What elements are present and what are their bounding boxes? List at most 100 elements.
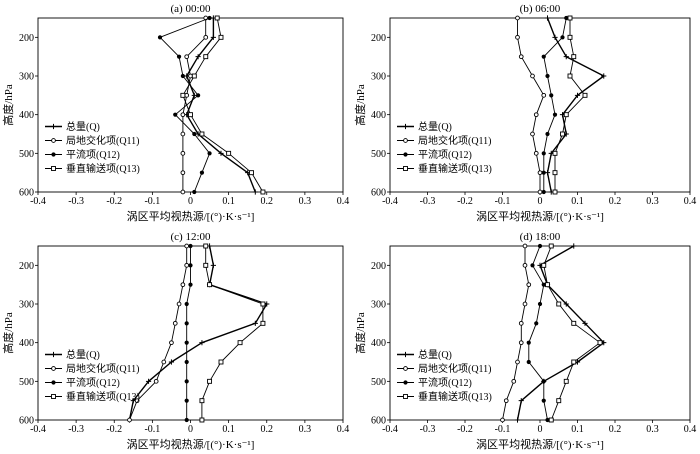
vertical-transport-q13-point [203, 54, 209, 60]
x-tick-label: -0.4 [382, 196, 398, 207]
vertical-transport-q13-point [567, 34, 573, 40]
advection-q12-point [564, 15, 569, 21]
x-tick-label: 0 [538, 196, 543, 207]
total-q-line [546, 17, 605, 193]
vertical-transport-q13-point [207, 378, 213, 384]
total-q-point [252, 320, 258, 326]
vertical-transport-q13-point [556, 301, 562, 307]
advection-q12-point [176, 54, 182, 59]
vertical-transport-q13-point [541, 262, 547, 268]
legend-label: 局地交化项(Q11) [66, 134, 140, 147]
y-tick-label: 500 [371, 377, 386, 388]
advection-q12-point [534, 321, 539, 326]
advection-q12-point [184, 340, 189, 345]
local-change-q11-point [522, 243, 528, 249]
advection-q12-line [186, 246, 191, 420]
vertical-transport-q13-point [597, 340, 603, 346]
local-change-q11-point [180, 282, 186, 288]
x-tick-label: -0.2 [106, 196, 122, 207]
advection-q12-point [199, 170, 205, 175]
advection-q12-point [541, 189, 546, 195]
x-tick-label: 0.2 [609, 424, 622, 435]
x-tick-label: 0.2 [261, 196, 274, 207]
vertical-transport-q13-point [207, 282, 213, 288]
legend-item-vertical-transport-q13: 垂直输送项(Q13) [397, 390, 492, 403]
legend-marker [51, 366, 56, 371]
legend-item-total-q: 总量(Q) [397, 120, 452, 133]
advection-q12-point [188, 243, 193, 249]
advection-q12-point [188, 263, 193, 268]
x-tick-label: 0.2 [609, 196, 622, 207]
local-change-q11-point [533, 112, 539, 118]
legend-marker [402, 351, 409, 358]
x-tick-label: -0.3 [68, 424, 84, 435]
legend-label: 总量(Q) [418, 348, 452, 361]
legend-marker [51, 138, 56, 143]
vertical-transport-q13-point [260, 320, 266, 326]
x-tick-label: 0.4 [684, 196, 697, 207]
vertical-transport-q13-point [552, 189, 558, 195]
y-axis: 200 300 400 500 600 高度/hPa [353, 261, 390, 427]
local-change-q11-line [182, 18, 207, 192]
panel-c: (c) 12:00 -0.4 -0.3 -0.2 -0.1 0 0.1 0.2 0.3 0.4 涡区… [1, 231, 349, 451]
y-tick-label: 400 [371, 110, 386, 121]
x-tick-label: -0.4 [382, 424, 398, 435]
x-tick-label: -0.3 [68, 196, 84, 207]
x-tick-label: -0.4 [30, 196, 46, 207]
y-tick-label: 400 [371, 338, 386, 349]
total-q-point [571, 243, 577, 249]
local-change-q11-point [169, 340, 174, 346]
legend: 总量(Q)局地交化项(Q11)平流项(Q12)垂直输送项(Q13) [45, 120, 140, 175]
series-group [500, 243, 607, 423]
local-change-q11-point [134, 398, 140, 404]
y-tick-label: 600 [371, 416, 386, 427]
advection-q12-point [537, 301, 543, 307]
x-tick-label: -0.2 [457, 424, 473, 435]
y-axis-label: 高度/hPa [353, 84, 367, 126]
x-axis: -0.4 -0.3 -0.2 -0.1 0 0.1 0.2 0.3 0.4 涡区平均视热源/[(°… [30, 192, 349, 223]
vertical-transport-q13-point [218, 34, 224, 40]
local-change-q11-point [500, 417, 505, 423]
vertical-transport-q13-point [237, 340, 243, 346]
x-tick-label: -0.1 [144, 424, 160, 435]
advection-q12-point [180, 73, 185, 79]
y-axis-label: 高度/hPa [1, 84, 15, 126]
y-axis: 200 300 400 500 600 高度/hPa [1, 33, 38, 199]
vertical-transport-q13-point [556, 398, 562, 404]
advection-q12-point [192, 189, 197, 195]
advection-q12-point [173, 112, 178, 117]
local-change-q11-line [502, 246, 530, 421]
y-tick-label: 400 [19, 338, 34, 349]
x-axis-label: 涡区平均视热源/[(°)·K·s⁻¹] [127, 437, 255, 451]
advection-q12-point [184, 301, 189, 307]
legend-marker [403, 366, 408, 371]
vertical-transport-q13-point [188, 112, 193, 118]
x-tick-label: 0.4 [684, 424, 697, 435]
local-change-q11-point [127, 417, 132, 423]
advection-q12-point [526, 359, 531, 365]
advection-q12-line [543, 17, 567, 192]
local-change-q11-point [161, 359, 167, 365]
total-q-line [128, 245, 268, 421]
vertical-transport-q13-line [543, 245, 601, 421]
panel-title: (b) 06:00 [520, 3, 561, 15]
local-change-q11-point [180, 131, 186, 137]
legend-label: 平流项(Q12) [418, 148, 472, 161]
local-change-q11-point [180, 170, 186, 176]
x-tick-label: 0.4 [337, 196, 350, 207]
x-tick-label: 0.1 [571, 424, 584, 435]
vertical-transport-q13-point [563, 378, 569, 384]
total-q-line [185, 18, 256, 193]
legend-item-total-q: 总量(Q) [397, 348, 452, 361]
legend-label: 垂直输送项(Q13) [418, 162, 492, 175]
legend-marker [403, 166, 408, 171]
local-change-q11-point [188, 73, 193, 79]
local-change-q11-point [537, 170, 543, 176]
advection-q12-point [184, 379, 189, 384]
total-q-point [514, 417, 521, 423]
local-change-q11-point [518, 54, 524, 60]
legend-label: 总量(Q) [66, 348, 100, 361]
vertical-transport-q13-point [548, 417, 554, 423]
x-tick-label: 0.2 [261, 424, 274, 435]
x-tick-label: -0.2 [457, 196, 473, 207]
